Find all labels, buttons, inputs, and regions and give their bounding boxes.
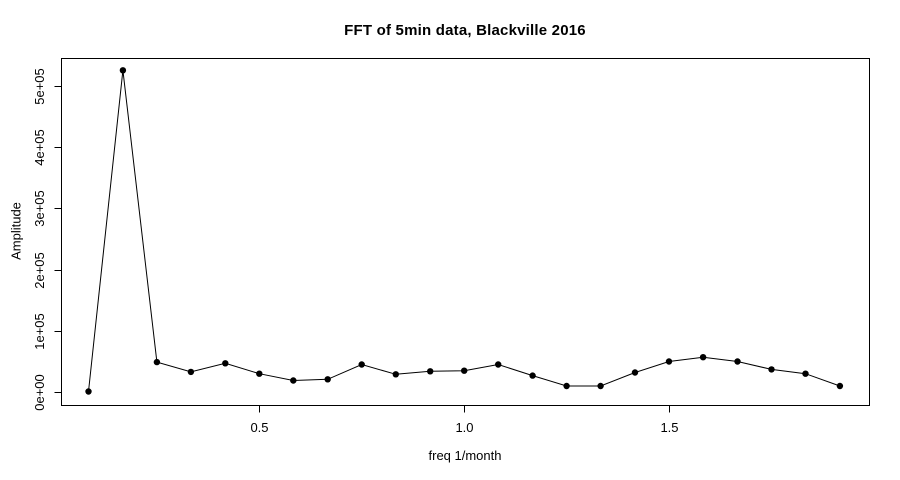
y-axis-tick-label: 3e+05 (32, 190, 47, 227)
data-point (495, 361, 502, 368)
data-point (256, 370, 263, 377)
x-axis-label: freq 1/month (428, 448, 502, 463)
y-axis-tick-label: 2e+05 (32, 252, 47, 289)
x-axis-tick-label: 1.5 (660, 420, 678, 435)
data-point (734, 358, 741, 365)
data-point (665, 358, 673, 365)
data-line (88, 70, 841, 392)
data-point (358, 361, 365, 368)
data-point (597, 382, 604, 390)
plot-box (61, 58, 870, 406)
chart-title: FFT of 5min data, Blackville 2016 (344, 22, 586, 39)
data-point (563, 382, 570, 390)
data-point (153, 358, 161, 366)
y-axis-tick-label: 4e+05 (32, 129, 47, 166)
data-point (222, 360, 229, 367)
data-point (85, 388, 92, 395)
data-point (802, 370, 809, 377)
x-axis-tick-label: 1.0 (455, 420, 473, 435)
data-point (836, 382, 844, 390)
data-point (699, 354, 707, 361)
y-axis-tick-label: 5e+05 (32, 68, 47, 105)
y-axis-tick-label: 1e+05 (32, 313, 47, 350)
data-point (119, 67, 127, 74)
data-point (290, 377, 297, 384)
data-point (392, 371, 399, 378)
data-point (529, 372, 536, 379)
data-point (631, 369, 639, 376)
data-point (427, 368, 434, 375)
data-point (461, 367, 468, 374)
x-axis-tick-label: 0.5 (250, 420, 268, 435)
data-point (768, 366, 775, 373)
data-point (187, 368, 195, 376)
data-point (324, 376, 331, 383)
y-axis-tick-label: 0e+00 (32, 374, 47, 411)
